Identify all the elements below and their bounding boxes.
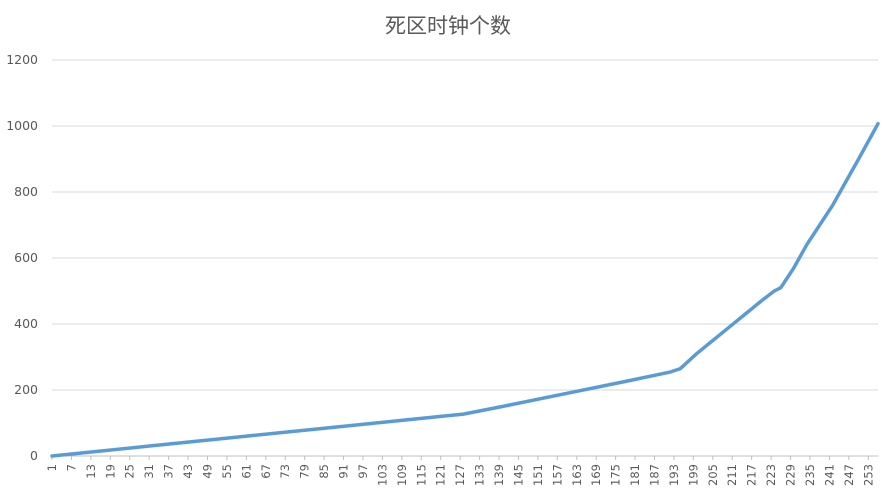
y-tick-label: 400 [14, 316, 38, 331]
x-tick-label: 187 [647, 464, 661, 486]
x-tick-label: 109 [395, 464, 409, 486]
x-tick-label: 31 [142, 464, 156, 479]
x-tick-label: 121 [434, 464, 448, 486]
x-tick-label: 103 [375, 464, 389, 486]
y-tick-label: 600 [14, 250, 38, 265]
x-tick-label: 223 [764, 464, 778, 486]
x-tick-label: 235 [803, 464, 817, 486]
x-tick-label: 55 [220, 464, 234, 479]
x-tick-label: 205 [706, 464, 720, 486]
x-tick-label: 139 [492, 464, 506, 486]
x-tick-label: 97 [356, 464, 370, 479]
x-tick-label: 127 [453, 464, 467, 486]
x-tick-label: 151 [531, 464, 545, 486]
gridlines [52, 59, 878, 457]
y-tick-label: 1200 [6, 52, 38, 67]
x-tick-label: 169 [589, 464, 603, 486]
x-tick-label: 43 [181, 464, 195, 479]
x-tick-label: 37 [162, 464, 176, 479]
x-tick-label: 25 [123, 464, 137, 479]
y-tick-label: 800 [14, 184, 38, 199]
y-tick-label: 1000 [6, 118, 38, 133]
series-layer [50, 121, 880, 458]
y-axis-ticks: 0 200 400 600 800 1000 1200 [6, 52, 38, 463]
x-tick-label: 7 [64, 464, 78, 471]
x-tick-label: 1 [45, 464, 59, 471]
x-tick-label: 19 [103, 464, 117, 479]
x-tick-label: 241 [822, 464, 836, 486]
x-tick-label: 163 [570, 464, 584, 486]
x-tick-label: 67 [259, 464, 273, 479]
x-tick-label: 91 [337, 464, 351, 479]
x-tick-label: 73 [278, 464, 292, 479]
y-tick-label: 200 [14, 382, 38, 397]
x-tick-label: 79 [298, 464, 312, 479]
x-tick-label: 247 [842, 464, 856, 486]
x-tick-label: 115 [414, 464, 428, 486]
x-axis-ticks: 1 7 13 19 25 31 37 43 49 55 61 67 73 79 85 91 97 103 109 11… [45, 456, 875, 486]
x-tick-label: 199 [686, 464, 700, 486]
x-tick-label: 253 [861, 464, 875, 486]
x-tick-label: 175 [609, 464, 623, 486]
x-tick-label: 193 [667, 464, 681, 486]
x-tick-label: 133 [473, 464, 487, 486]
x-tick-label: 211 [725, 464, 739, 486]
x-tick-label: 229 [784, 464, 798, 486]
x-tick-label: 49 [200, 464, 214, 479]
x-tick-label: 157 [550, 464, 564, 486]
x-tick-label: 61 [239, 464, 253, 479]
chart-title: 死区时钟个数 [385, 14, 511, 38]
x-tick-label: 181 [628, 464, 642, 486]
x-tick-label: 13 [84, 464, 98, 479]
x-tick-label: 217 [745, 464, 759, 486]
series-line-0 [50, 121, 880, 458]
x-tick-label: 145 [511, 464, 525, 486]
y-tick-label: 0 [30, 448, 38, 463]
x-tick-label: 85 [317, 464, 331, 479]
